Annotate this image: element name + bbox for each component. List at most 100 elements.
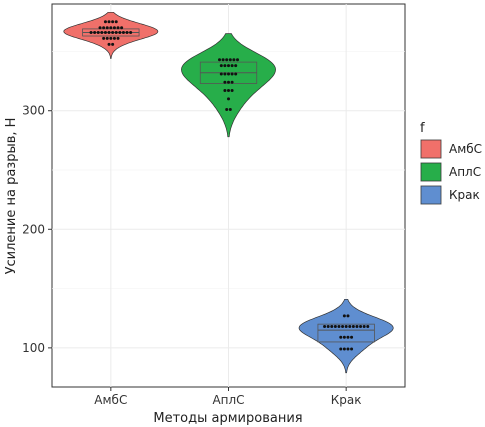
data-point [225, 58, 229, 62]
data-point [109, 36, 113, 40]
data-point [111, 42, 115, 46]
data-point [109, 26, 113, 30]
data-point [339, 335, 343, 339]
data-point [219, 72, 223, 76]
data-point [103, 30, 107, 34]
data-point [236, 58, 239, 62]
data-point [121, 30, 125, 34]
data-point [100, 30, 104, 34]
data-point [227, 89, 230, 93]
data-point [111, 20, 115, 24]
data-point [218, 58, 221, 62]
data-point [107, 42, 111, 46]
data-point [107, 20, 111, 24]
legend-swatch [420, 139, 442, 159]
data-point [323, 325, 327, 329]
violin-layer [63, 11, 394, 374]
data-point [230, 64, 234, 68]
data-point [129, 30, 133, 34]
x-axis-ticks: АмбС АплС Крак [94, 387, 362, 407]
legend-label: Крак [449, 188, 480, 202]
data-point [98, 26, 102, 30]
data-point [114, 30, 118, 34]
data-point [227, 80, 230, 84]
y-tick-label: 100 [22, 341, 45, 355]
data-point [125, 30, 129, 34]
data-point [223, 89, 227, 93]
legend-swatch [420, 185, 442, 205]
data-point [93, 30, 97, 34]
data-point [230, 80, 234, 84]
data-point [105, 36, 109, 40]
y-tick-label: 200 [22, 222, 45, 236]
box-3 [317, 323, 375, 343]
data-point [351, 325, 355, 329]
data-point [223, 72, 227, 76]
data-point [227, 64, 230, 68]
data-point [355, 325, 359, 329]
data-point [339, 347, 343, 351]
data-point [114, 20, 118, 24]
data-point [359, 325, 363, 329]
data-point [228, 108, 232, 112]
data-point [362, 325, 366, 329]
legend: f АмбС АплС Крак [420, 121, 482, 205]
data-point [366, 325, 370, 329]
data-point [112, 26, 116, 30]
data-point [111, 30, 115, 34]
data-point [227, 97, 230, 101]
x-axis-title: Методы армирования [153, 411, 302, 426]
y-tick-label: 300 [22, 104, 45, 118]
data-point [346, 335, 350, 339]
data-point [221, 58, 225, 62]
data-point [112, 36, 116, 40]
violin-3 [298, 298, 394, 374]
legend-swatch [420, 162, 442, 182]
data-point [326, 325, 330, 329]
data-point [230, 89, 234, 93]
data-point [342, 314, 346, 318]
violin-1 [63, 11, 159, 59]
data-point [330, 325, 334, 329]
data-point [227, 72, 230, 76]
x-tick-label: Крак [331, 393, 362, 407]
data-point [219, 64, 223, 68]
data-point [350, 347, 354, 351]
data-point [333, 325, 337, 329]
data-point [341, 325, 345, 329]
legend-label: АплС [449, 165, 481, 179]
data-point [118, 30, 122, 34]
violin-2 [181, 33, 276, 138]
data-point [234, 64, 238, 68]
data-point [348, 325, 352, 329]
data-point [228, 58, 232, 62]
data-point [342, 335, 346, 339]
x-tick-label: АплС [212, 393, 244, 407]
data-point [337, 325, 341, 329]
data-point [230, 72, 234, 76]
data-point [342, 347, 346, 351]
data-point [346, 347, 350, 351]
dot-layer [89, 20, 370, 351]
data-point [120, 26, 124, 30]
x-tick-label: АмбС [94, 393, 127, 407]
data-point [89, 30, 93, 34]
data-point [223, 80, 227, 84]
data-point [223, 64, 227, 68]
data-point [234, 72, 238, 76]
data-point [225, 108, 229, 112]
y-axis-ticks: 100 200 300 [22, 104, 52, 355]
data-point [105, 26, 109, 30]
data-point [116, 26, 120, 30]
data-point [96, 30, 100, 34]
data-point [350, 335, 354, 339]
data-point [103, 20, 107, 24]
legend-label: АмбС [449, 142, 482, 156]
data-point [102, 26, 106, 30]
data-point [232, 58, 236, 62]
data-point [344, 325, 348, 329]
y-axis-title: Усиление на разрыв, Н [4, 118, 19, 275]
data-point [102, 36, 106, 40]
legend-title: f [420, 121, 425, 136]
